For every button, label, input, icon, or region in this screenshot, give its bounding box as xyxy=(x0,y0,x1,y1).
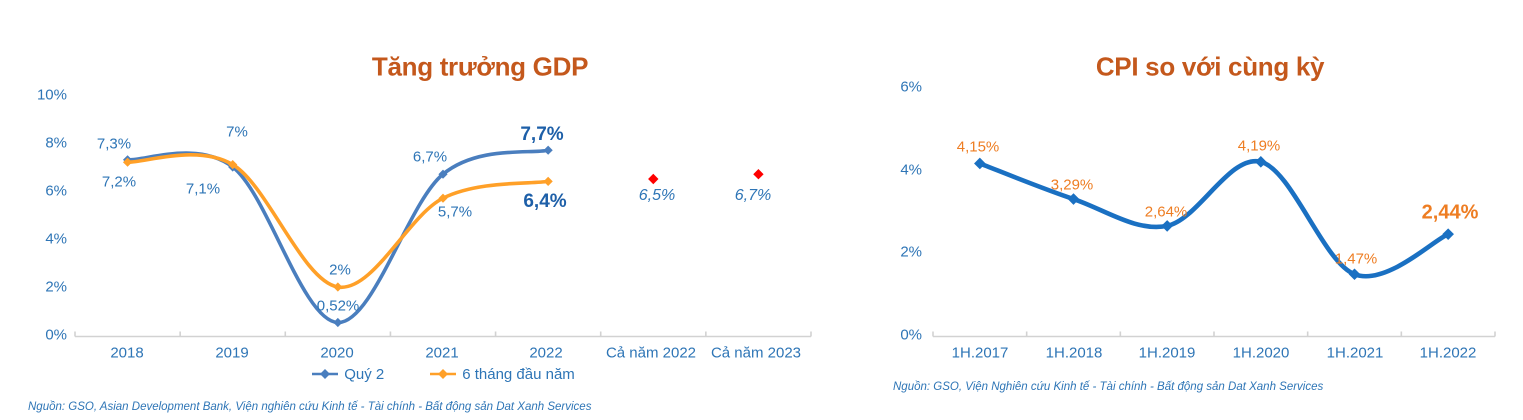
line-diamond-marker-icon xyxy=(430,369,457,379)
gdp-6m-label: 7,2% xyxy=(101,173,137,191)
cpi-y-tick: 0% xyxy=(900,326,922,344)
gdp-6m-label: 5,7% xyxy=(437,203,473,221)
cpi-x-tick: 1H.2020 xyxy=(1232,344,1290,362)
gdp-x-tick: Cả năm 2023 xyxy=(710,344,802,362)
cpi-source-note: Nguồn: GSO, Viện Nghiên cứu Kinh tế - Tà… xyxy=(893,381,1324,393)
cpi-label: 4,19% xyxy=(1237,137,1281,155)
gdp-x-tick: 2020 xyxy=(320,344,354,362)
cpi-label: 4,15% xyxy=(956,138,1000,156)
gdp-forecast-label: 6,5% xyxy=(638,187,676,204)
legend-item-6thang: 6 tháng đầu năm xyxy=(429,366,575,383)
gdp-forecast-label: 6,7% xyxy=(734,187,772,204)
line-diamond-marker-icon xyxy=(312,369,339,379)
gdp-6m-label-bold: 6,4% xyxy=(523,191,567,212)
cpi-y-tick: 2% xyxy=(900,243,922,261)
cpi-label: 2,64% xyxy=(1144,203,1188,221)
legend-label: 6 tháng đầu năm xyxy=(462,365,575,383)
cpi-label: 1,47% xyxy=(1334,250,1378,268)
gdp-x-tick: Cả năm 2022 xyxy=(605,344,697,362)
gdp-x-tick: 2019 xyxy=(215,344,249,362)
gdp-legend: Quý 2 6 tháng đầu năm xyxy=(75,364,811,384)
cpi-x-tick: 1H.2021 xyxy=(1326,344,1384,362)
cpi-label: 3,29% xyxy=(1050,176,1094,194)
legend-item-quy2: Quý 2 xyxy=(311,366,384,383)
gdp-x-tick: 2021 xyxy=(425,344,459,362)
gdp-y-tick: 2% xyxy=(45,278,67,296)
gdp-x-tick: 2018 xyxy=(110,344,144,362)
cpi-chart-title: CPI so với cùng kỳ xyxy=(1095,51,1325,82)
cpi-label-bold: 2,44% xyxy=(1421,201,1479,224)
legend-label: Quý 2 xyxy=(344,365,385,383)
gdp-q2-label-bold: 7,7% xyxy=(520,124,564,145)
gdp-y-tick: 8% xyxy=(45,134,67,152)
gdp-y-tick: 4% xyxy=(45,230,67,248)
cpi-x-tick: 1H.2017 xyxy=(951,344,1009,362)
gdp-y-tick: 10% xyxy=(36,86,67,104)
gdp-q2-label: 7% xyxy=(226,123,248,141)
gdp-x-tick: 2022 xyxy=(529,344,563,362)
cpi-x-tick: 1H.2022 xyxy=(1419,344,1477,362)
gdp-y-tick: 6% xyxy=(45,182,67,200)
cpi-x-tick: 1H.2018 xyxy=(1045,344,1103,362)
gdp-q2-label: 7,3% xyxy=(96,135,132,153)
cpi-y-tick: 6% xyxy=(900,78,922,96)
gdp-q2-label: 0,52% xyxy=(316,297,360,315)
gdp-q2-label: 6,7% xyxy=(412,148,448,166)
gdp-6m-label: 7,1% xyxy=(185,180,221,198)
cpi-x-tick: 1H.2019 xyxy=(1138,344,1196,362)
gdp-source-note: Nguồn: GSO, Asian Development Bank, Viện… xyxy=(28,401,592,413)
gdp-y-tick: 0% xyxy=(45,326,67,344)
gdp-chart-title: Tăng trưởng GDP xyxy=(371,51,589,82)
gdp-6m-label: 2% xyxy=(329,261,351,279)
cpi-y-tick: 4% xyxy=(900,161,922,179)
